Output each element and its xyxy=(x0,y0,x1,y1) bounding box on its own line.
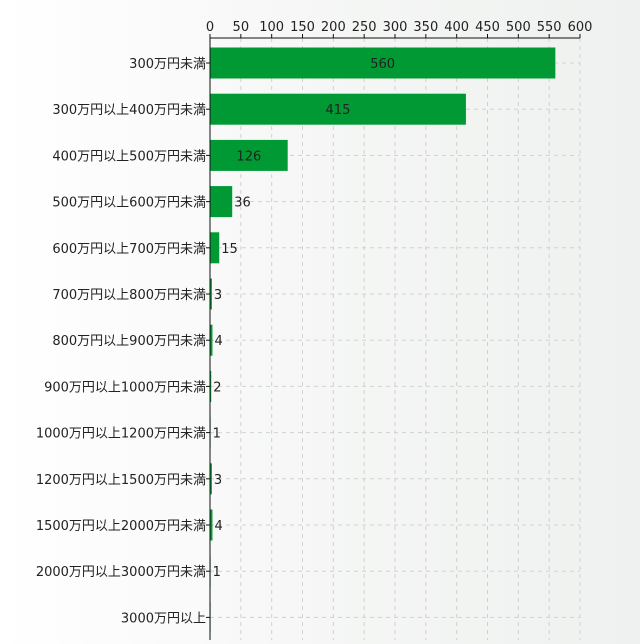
y-tick-label: 600万円以上700万円未満 xyxy=(52,242,206,257)
x-tick-label: 300 xyxy=(383,20,408,35)
bar xyxy=(210,232,220,264)
x-tick-label: 200 xyxy=(321,20,346,35)
y-axis-ticks: 300万円未満 300万円以上400万円未満 400万円以上500万円未満 500万円… xyxy=(36,57,210,626)
data-label: 560 xyxy=(370,57,395,72)
y-tick-label: 1500万円以上2000万円未満 xyxy=(36,519,206,534)
y-tick-label: 800万円以上900万円未満 xyxy=(52,334,206,349)
bars xyxy=(210,47,556,633)
y-tick-label: 900万円以上1000万円未満 xyxy=(44,380,206,395)
bar xyxy=(210,186,233,218)
y-tick-label: 300万円未満 xyxy=(129,57,206,72)
data-label: 3 xyxy=(214,473,222,488)
data-label: 3 xyxy=(214,288,222,303)
bar xyxy=(210,139,288,171)
x-tick-label: 100 xyxy=(259,20,284,35)
x-tick-label: 500 xyxy=(506,20,531,35)
data-label: 415 xyxy=(326,103,351,118)
x-tick-label: 450 xyxy=(475,20,500,35)
bar xyxy=(210,463,212,495)
bar xyxy=(210,93,466,125)
bar xyxy=(210,324,213,356)
data-label: 36 xyxy=(234,196,251,211)
y-tick-label: 300万円以上400万円未満 xyxy=(52,103,206,118)
data-label: 1 xyxy=(213,565,221,580)
x-tick-label: 250 xyxy=(352,20,377,35)
bar xyxy=(210,47,556,79)
y-tick-label: 1200万円以上1500万円未満 xyxy=(36,473,206,488)
data-label: 4 xyxy=(214,334,222,349)
y-tick-label: 700万円以上800万円未満 xyxy=(52,288,206,303)
data-labels: 560 415 126 36 15 3 4 2 1 3 4 1 xyxy=(213,57,395,580)
y-tick-label: 3000万円以上 xyxy=(121,611,206,626)
data-label: 1 xyxy=(213,427,221,442)
x-tick-label: 600 xyxy=(568,20,593,35)
y-tick-label: 500万円以上600万円未満 xyxy=(52,196,206,211)
x-tick-label: 550 xyxy=(537,20,562,35)
x-tick-label: 350 xyxy=(413,20,438,35)
bar xyxy=(210,509,213,541)
x-tick-label: 400 xyxy=(444,20,469,35)
grid xyxy=(210,38,581,640)
data-label: 2 xyxy=(213,380,221,395)
x-tick-label: 50 xyxy=(233,20,250,35)
y-tick-label: 2000万円以上3000万円未満 xyxy=(36,565,206,580)
x-tick-label: 0 xyxy=(206,20,214,35)
bar xyxy=(210,278,212,310)
data-label: 126 xyxy=(236,149,261,164)
y-tick-label: 1000万円以上1200万円未満 xyxy=(36,427,206,442)
x-tick-label: 150 xyxy=(290,20,315,35)
y-tick-label: 400万円以上500万円未満 xyxy=(52,149,206,164)
bar xyxy=(210,370,212,402)
data-label: 15 xyxy=(221,242,238,257)
data-label: 4 xyxy=(214,519,222,534)
x-axis-ticks: 0 50 100 150 200 250 300 350 400 450 500 550 600 xyxy=(206,20,593,38)
